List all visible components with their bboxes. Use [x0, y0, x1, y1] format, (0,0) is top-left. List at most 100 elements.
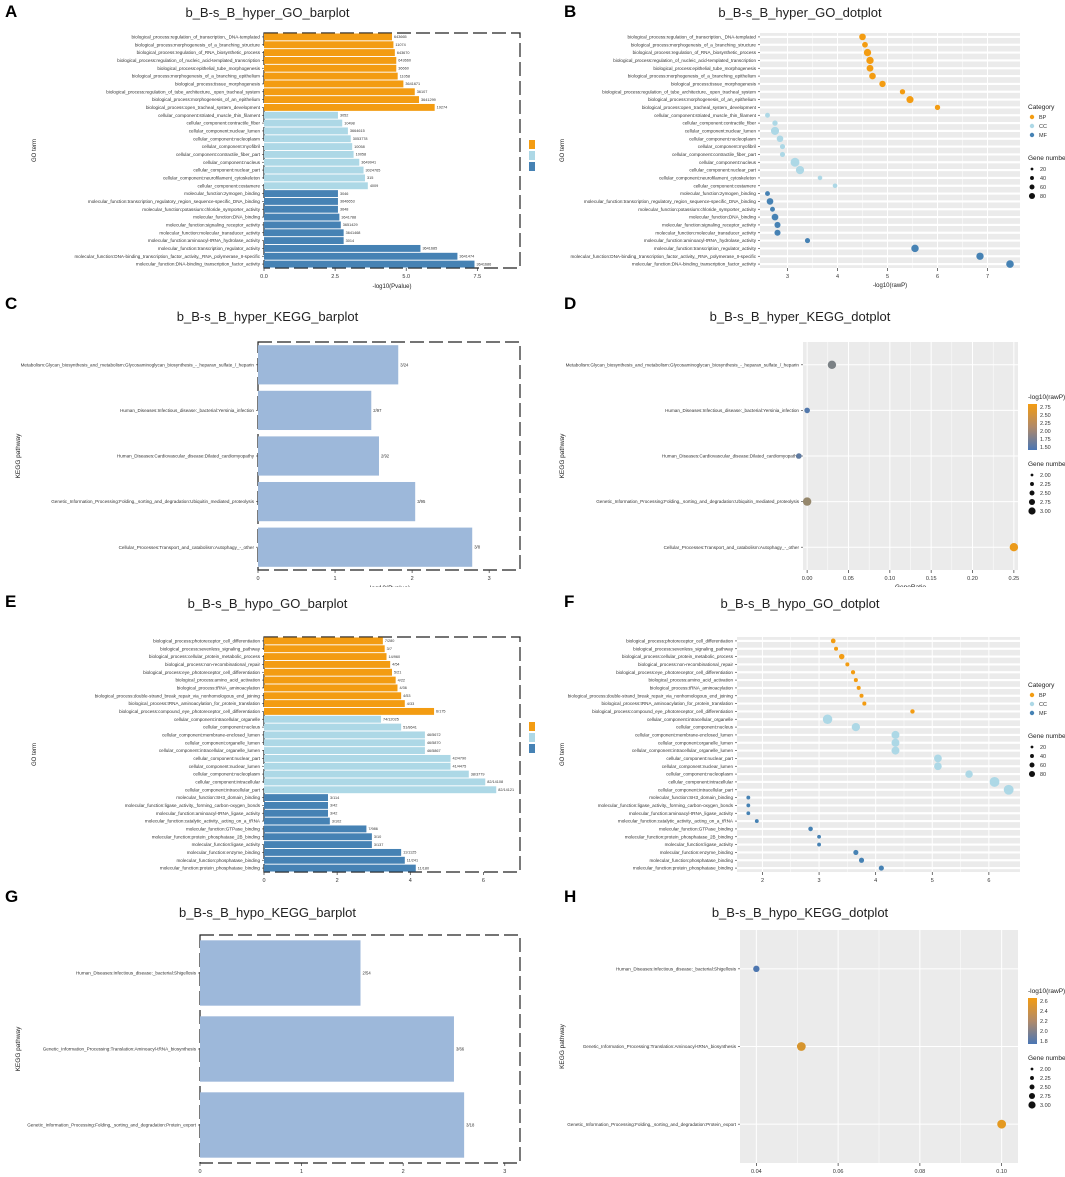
- data-label: 42/4790: [453, 757, 467, 761]
- legend-swatch: [529, 151, 535, 160]
- data-label: 36107: [417, 90, 428, 94]
- data-label: 51/8641: [403, 725, 417, 729]
- category-label: biological_process:regulation_of_tube_ar…: [602, 89, 756, 94]
- x-tick-label: 4: [874, 878, 877, 884]
- size-swatch: [1028, 770, 1036, 778]
- bar: [264, 848, 402, 856]
- legend-title: Category: [1028, 682, 1055, 689]
- bar: [264, 660, 391, 668]
- category-label: biological_process:open_tracheal_system_…: [146, 105, 261, 110]
- category-label: Cellular_Processes:Transport_and_catabol…: [664, 545, 800, 550]
- category-label: molecular_function:SH3_domain_binding: [649, 795, 733, 800]
- legend-swatch: [1029, 701, 1035, 707]
- data-point: [863, 48, 872, 57]
- x-tick-label: 0: [256, 576, 259, 582]
- category-label: cellular_component:nucleoplasm: [666, 772, 733, 777]
- bar: [264, 205, 338, 213]
- bar: [264, 88, 415, 96]
- x-tick-label: 3: [503, 1169, 506, 1175]
- data-label: 46/5867: [427, 749, 441, 753]
- data-point: [934, 754, 942, 763]
- bar: [264, 119, 343, 127]
- x-tick-label: 2: [336, 878, 339, 884]
- bar: [264, 707, 435, 715]
- category-label: molecular_function:molecular_transducer_…: [655, 230, 756, 235]
- x-axis-label: -log10(Pvalue): [372, 284, 411, 290]
- data-label: 2/54: [363, 970, 372, 975]
- bar: [264, 150, 354, 158]
- legend-label: BP: [1039, 115, 1047, 121]
- bar: [264, 864, 416, 872]
- chart-a-svg: biological_process:regulation_of_transcr…: [32, 32, 535, 290]
- color-tick-label: 2.6: [1040, 999, 1048, 1005]
- size-label: 60: [1040, 763, 1046, 769]
- data-point: [765, 191, 770, 197]
- category-label: biological_process:compound_eye_photorec…: [119, 709, 260, 714]
- panel-label-g: G: [5, 887, 19, 906]
- category-label: molecular_function:potassium:chloride_sy…: [142, 207, 260, 212]
- data-label: 4/36: [399, 686, 406, 690]
- x-tick-label: 5.0: [402, 274, 410, 280]
- data-label: 4/33: [407, 702, 414, 706]
- category-label: cellular_component:costamere: [693, 183, 756, 188]
- category-label: Human_Diseases:Infectious_disease:_bacte…: [616, 966, 737, 971]
- data-point: [862, 41, 868, 48]
- category-label: biological_process:tRNA_aminoacylation: [650, 686, 734, 691]
- data-label: 3646653: [340, 200, 355, 204]
- category-label: cellular_component:costamere: [197, 183, 260, 188]
- size-swatch: [1030, 754, 1034, 758]
- size-swatch: [1029, 184, 1035, 190]
- category-label: Human_Diseases:Infectious_disease:_bacte…: [665, 408, 799, 413]
- bar: [264, 197, 338, 205]
- category-label: Genetic_Information_Processing:Translati…: [43, 1047, 197, 1052]
- color-tick-label: 2.25: [1040, 421, 1051, 427]
- data-point: [765, 112, 770, 118]
- data-point: [779, 151, 786, 157]
- legend-label: MF: [1039, 711, 1048, 717]
- chart-c-svg: Metabolism:Glycan_biosynthesis_and_metab…: [15, 341, 521, 587]
- x-axis-label: GeneRatio: [895, 584, 926, 587]
- panel-label-f: F: [564, 592, 575, 611]
- category-label: molecular_function:DNA-binding_transcrip…: [136, 262, 261, 267]
- category-label: molecular_function:DNA-binding_transcrip…: [570, 254, 756, 259]
- category-label: molecular_function:transcription_regulat…: [158, 246, 261, 251]
- data-point: [746, 811, 751, 816]
- data-point: [910, 709, 915, 714]
- category-label: cellular_component:neurofilament_cytoske…: [163, 176, 260, 181]
- category-label: biological_process:tRNA_aminoacylation_f…: [601, 701, 733, 706]
- x-tick-label: 7.5: [474, 274, 482, 280]
- color-tick-label: 2.2: [1040, 1019, 1048, 1025]
- bar: [264, 715, 382, 723]
- plot-panel: [737, 637, 1020, 872]
- size-label: 40: [1040, 754, 1046, 760]
- data-point: [934, 104, 941, 111]
- category-label: biological_process:epithelial_tube_morph…: [653, 66, 756, 71]
- legend-swatch: [529, 744, 535, 753]
- data-label: 82/14108: [487, 780, 503, 784]
- size-swatch: [1028, 498, 1036, 506]
- data-point: [891, 746, 900, 755]
- data-label: 3641686: [476, 262, 491, 266]
- category-label: biological_process:morphogenesis_of_an_e…: [648, 97, 756, 102]
- category-label: Genetic_Information_Processing:Folding,_…: [567, 1122, 737, 1127]
- category-label: biological_process:morphogenesis_of_a_br…: [132, 74, 260, 79]
- data-point: [934, 762, 942, 771]
- bar: [264, 809, 328, 817]
- data-label: 643670: [397, 51, 410, 55]
- data-label: 6/175: [436, 710, 446, 714]
- data-label: 3641685: [422, 247, 437, 251]
- legend-label: CC: [1039, 702, 1047, 708]
- legend-swatch: [529, 733, 535, 742]
- data-label: 3649941: [361, 161, 376, 165]
- chart-e-svg: biological_process:photoreceptor_cell_di…: [32, 636, 535, 884]
- legend-label: BP: [1039, 693, 1047, 699]
- category-label: cellular_component:membrane-enclosed_lum…: [635, 733, 733, 738]
- x-tick-label: 0.10: [996, 1169, 1007, 1175]
- category-label: Human_Diseases:Infectious_disease:_bacte…: [120, 408, 254, 413]
- data-point: [851, 722, 861, 732]
- data-label: 7/280: [385, 639, 395, 643]
- data-point: [866, 56, 874, 65]
- category-label: biological_process:regulation_of_RNA_bio…: [137, 50, 261, 55]
- y-axis-label: KEGG pathway: [15, 433, 22, 479]
- plot-frame: [263, 636, 521, 873]
